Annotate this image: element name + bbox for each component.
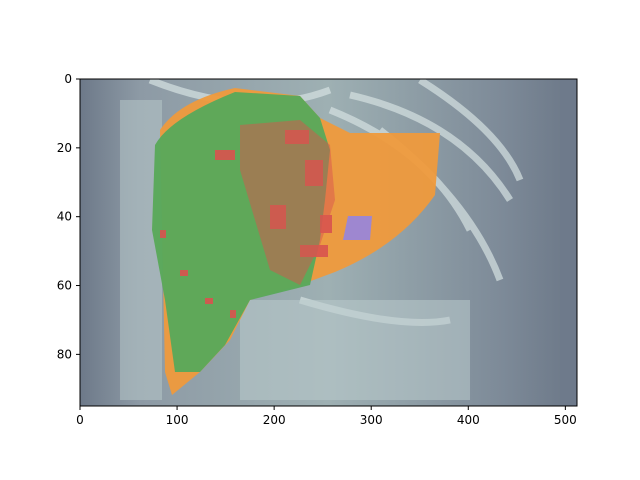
- y-tick-label: 0: [64, 72, 72, 86]
- purple-segment-region: [343, 216, 372, 240]
- x-tick-label: 0: [76, 413, 84, 427]
- y-tick-label: 80: [57, 347, 72, 361]
- ct-image: [80, 79, 577, 406]
- x-tick-label: 300: [360, 413, 383, 427]
- x-axis: 0 100 200 300 400 500: [76, 406, 577, 427]
- y-tick-label: 40: [57, 210, 72, 224]
- x-tick-label: 200: [263, 413, 286, 427]
- y-axis: 0 20 40 60 80: [57, 72, 80, 361]
- red-segment-region: [160, 120, 335, 318]
- axes-frame: [79, 78, 578, 407]
- y-tick-label: 60: [57, 279, 72, 293]
- green-segment-region: [152, 92, 330, 372]
- y-tick-label: 20: [57, 141, 72, 155]
- x-tick-label: 400: [457, 413, 480, 427]
- x-tick-label: 500: [554, 413, 577, 427]
- x-tick-label: 100: [166, 413, 189, 427]
